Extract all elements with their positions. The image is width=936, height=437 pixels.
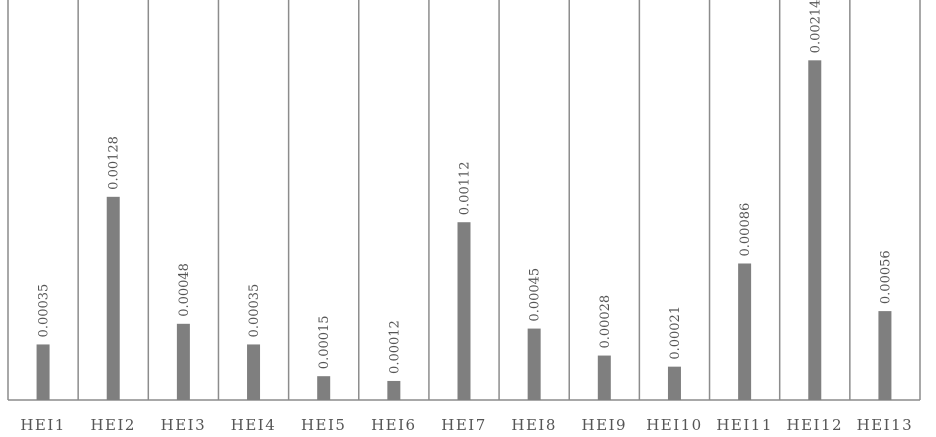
bar-hei11 <box>738 263 752 400</box>
data-label-hei8: 0.00045 <box>528 268 543 322</box>
bar-hei6 <box>387 380 401 400</box>
x-tick-label-hei5: HEI5 <box>301 416 347 434</box>
bar-hei2 <box>106 196 120 400</box>
bar-hei1 <box>36 344 50 400</box>
x-tick-label-hei13: HEI13 <box>857 416 914 434</box>
bar-hei8 <box>527 328 541 400</box>
bar-hei7 <box>457 222 471 400</box>
x-tick-label-hei9: HEI9 <box>582 416 628 434</box>
data-label-hei3: 0.00048 <box>177 263 192 317</box>
data-label-hei5: 0.00015 <box>317 315 332 369</box>
data-labels: 0.00035 0.00128 0.00048 0.00035 0.00015 0.000… <box>37 0 894 374</box>
data-label-hei7: 0.00112 <box>458 161 473 215</box>
x-tick-label-hei11: HEI11 <box>716 416 773 434</box>
x-tick-labels: HEI1 HEI2 HEI3 HEI4 HEI5 HEI6 HEI7 HEI8 HEI9 HEI1… <box>20 416 914 434</box>
bars <box>36 60 892 401</box>
x-tick-label-hei2: HEI2 <box>90 416 136 434</box>
x-tick-label-hei6: HEI6 <box>371 416 417 434</box>
x-tick-label-hei7: HEI7 <box>441 416 487 434</box>
category-separators <box>7 0 921 400</box>
bar-hei3 <box>176 323 190 400</box>
x-tick-label-hei10: HEI10 <box>646 416 703 434</box>
data-label-hei4: 0.00035 <box>247 284 262 338</box>
data-label-hei6: 0.00012 <box>387 320 402 374</box>
bar-hei12 <box>808 60 822 401</box>
data-label-hei13: 0.00056 <box>878 250 893 304</box>
x-tick-label-hei12: HEI12 <box>786 416 843 434</box>
bar-hei5 <box>317 376 331 400</box>
data-label-hei1: 0.00035 <box>37 284 52 338</box>
bar-hei4 <box>247 344 261 400</box>
data-label-hei2: 0.00128 <box>107 136 122 190</box>
data-label-hei10: 0.00021 <box>668 306 683 360</box>
data-label-hei9: 0.00028 <box>598 295 613 349</box>
x-tick-label-hei8: HEI8 <box>511 416 557 434</box>
data-label-hei12: 0.00214 <box>808 0 823 53</box>
bar-hei9 <box>597 355 611 400</box>
bar-hei10 <box>667 366 681 400</box>
x-tick-label-hei1: HEI1 <box>20 416 66 434</box>
data-label-hei11: 0.00086 <box>738 203 753 257</box>
x-tick-label-hei4: HEI4 <box>231 416 277 434</box>
bar-hei13 <box>878 311 892 400</box>
x-tick-label-hei3: HEI3 <box>161 416 207 434</box>
